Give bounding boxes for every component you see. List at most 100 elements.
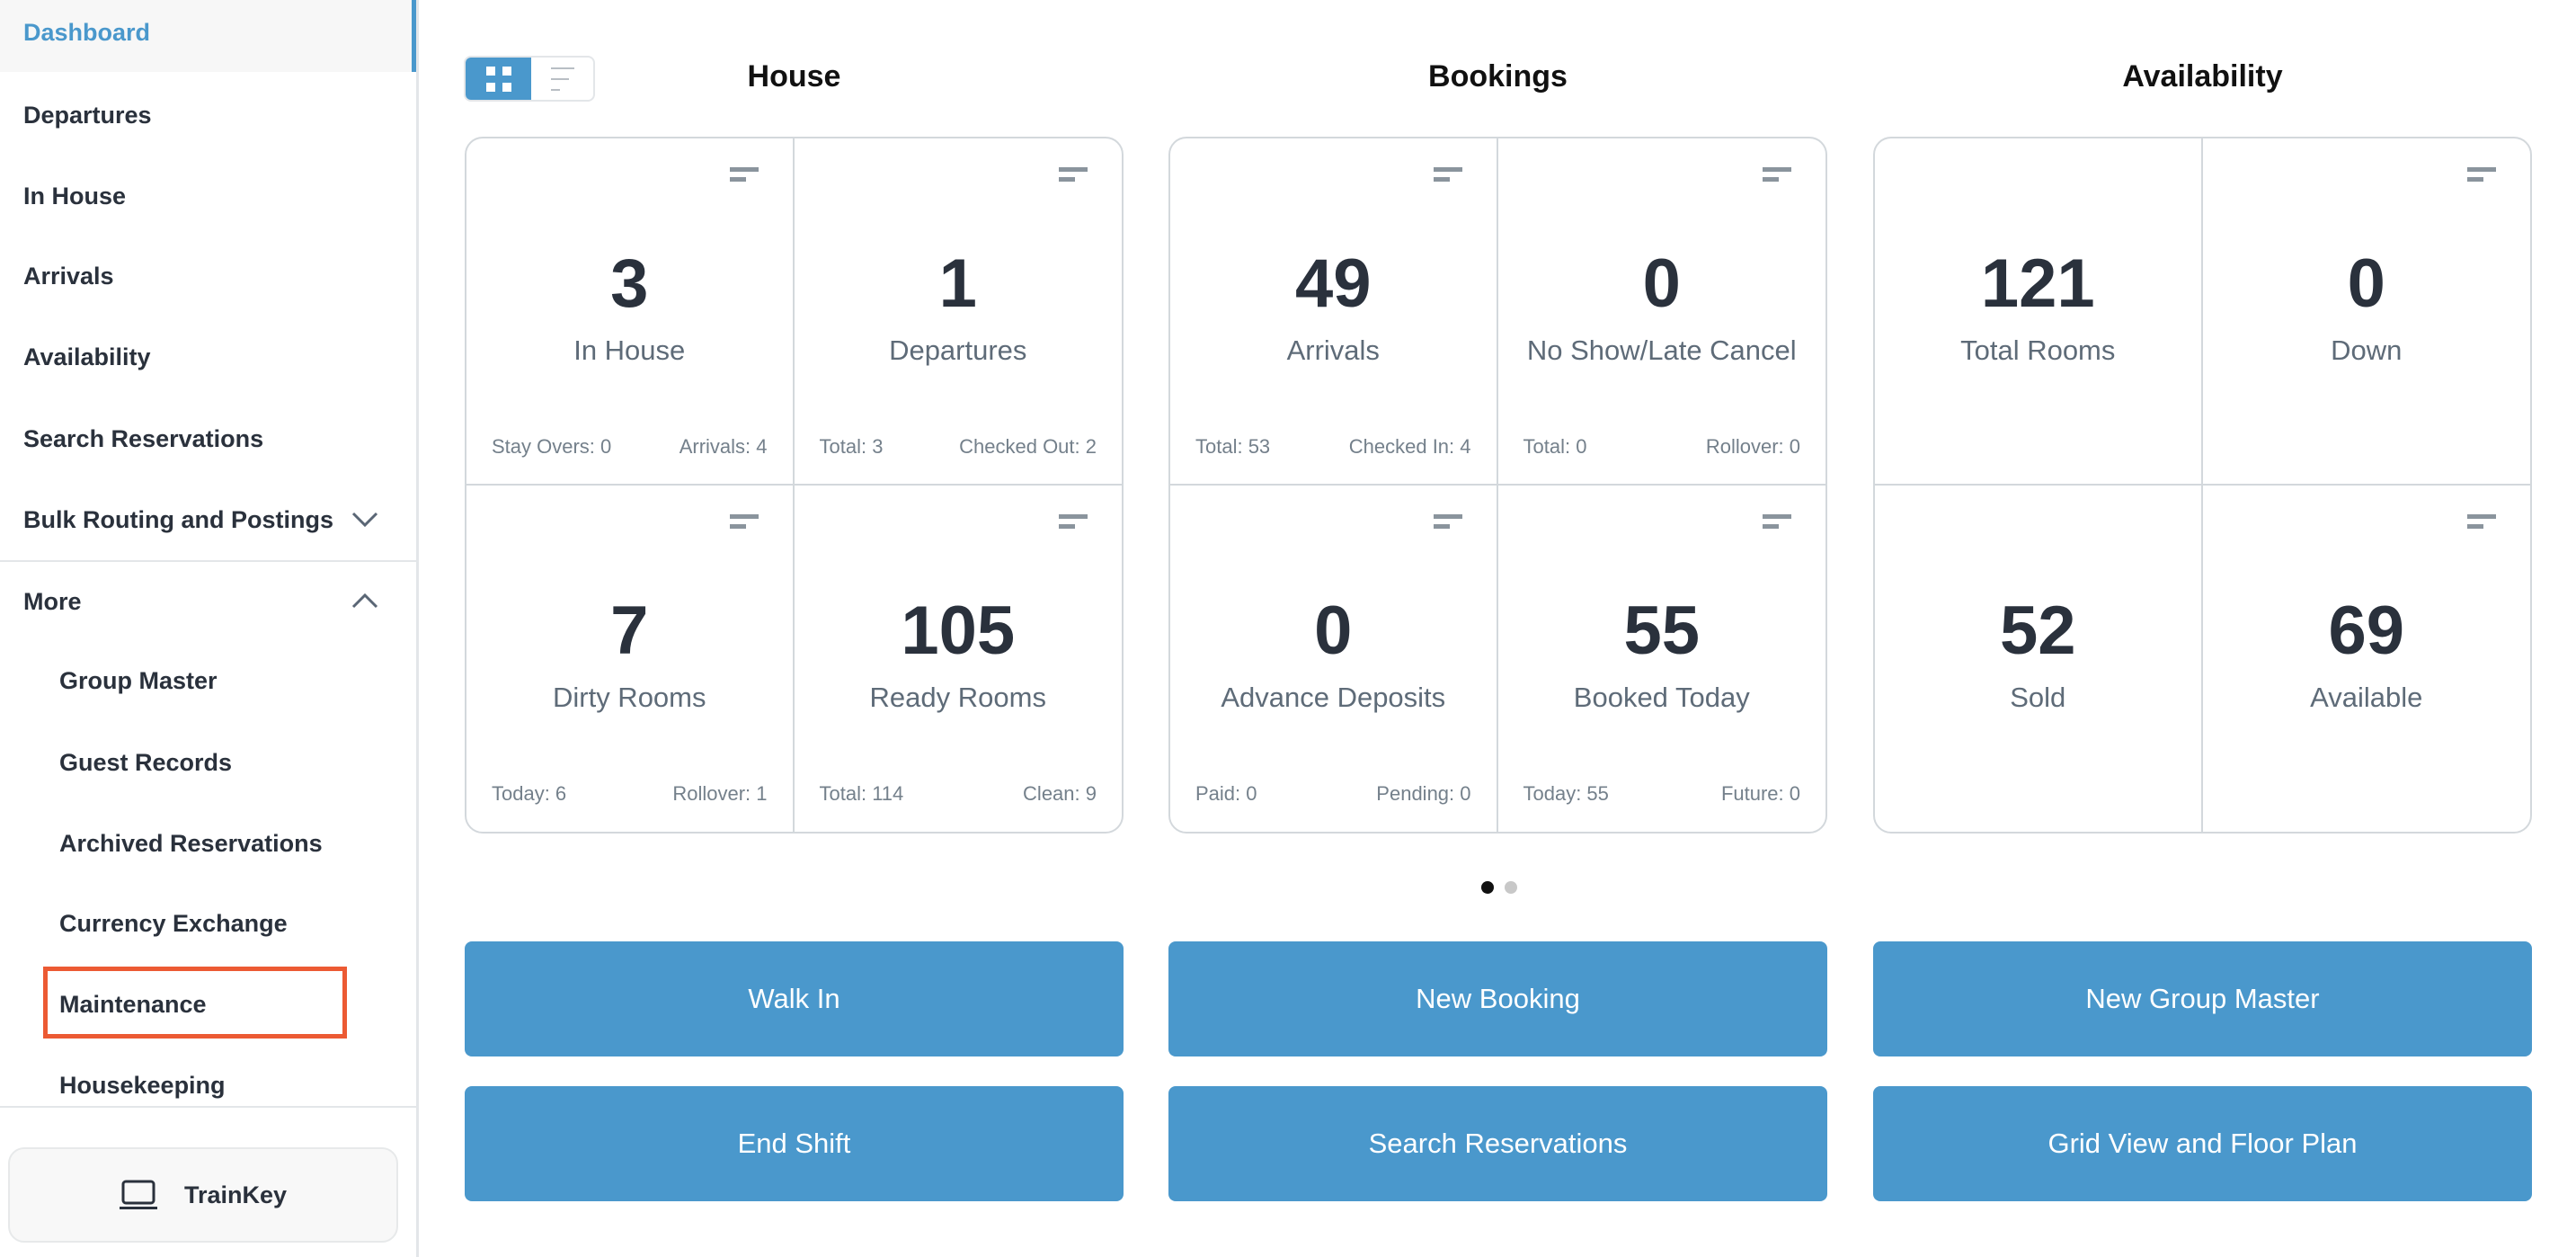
stat-detail-right: Clean: 9 [1023,781,1097,805]
stat-detail-right: Pending: 0 [1376,781,1471,805]
grid-view-button[interactable] [466,58,531,100]
menu-icon[interactable] [2467,513,2496,532]
sidebar-item-housekeeping[interactable]: Housekeeping [0,1045,416,1126]
stat-value: 121 [1980,245,2095,322]
stat-value: 0 [1642,245,1681,322]
stat-tile-dirty-rooms[interactable]: 7 Dirty Rooms Today: 6 Rollover: 1 [466,485,795,832]
stat-label: In House [573,334,686,366]
menu-icon[interactable] [1433,167,1462,185]
section-title: Availability [2122,59,2283,94]
stat-label: Departures [889,334,1027,366]
stat-detail-right: Rollover: 0 [1705,435,1800,458]
sidebar-item-label: Dashboard [23,19,151,46]
stat-detail-right: Checked Out: 2 [959,435,1097,458]
section-title: Bookings [1428,59,1568,94]
sidebar-item-label: Housekeeping [59,1072,226,1099]
sidebar-item-availability[interactable]: Availability [0,316,416,397]
house-card: 3 In House Stay Overs: 0 Arrivals: 4 1 Depa… [465,137,1124,834]
stat-detail-right: Rollover: 1 [672,781,768,805]
end-shift-button[interactable]: End Shift [465,1086,1124,1201]
sidebar-item-label: Bulk Routing and Postings [23,506,333,533]
menu-icon[interactable] [1433,513,1462,532]
stat-tile-departures[interactable]: 1 Departures Total: 3 Checked Out: 2 [794,138,1122,486]
stat-tile-sold[interactable]: 52 Sold [1875,485,2203,832]
stat-detail-left: Stay Overs: 0 [492,435,612,458]
stat-detail-left: Total: 3 [819,435,884,458]
stat-detail-left: Total: 53 [1195,435,1271,458]
stat-tile-no-show-late-cancel[interactable]: 0 No Show/Late Cancel Total: 0 Rollover: 0 [1497,138,1825,486]
menu-icon[interactable] [1059,167,1088,185]
stat-tile-booked-today[interactable]: 55 Booked Today Today: 55 Future: 0 [1498,486,1826,833]
new-booking-button[interactable]: New Booking [1168,941,1827,1056]
stat-value: 0 [2347,245,2385,322]
stat-value: 7 [610,592,649,669]
stat-tile-advance-deposits[interactable]: 0 Advance Deposits Paid: 0 Pending: 0 [1170,485,1498,832]
stat-tile-available[interactable]: 69 Available [2203,486,2531,833]
stat-detail-right: Checked In: 4 [1348,435,1471,458]
trainkey-button[interactable]: TrainKey [8,1147,398,1243]
menu-icon[interactable] [729,167,759,185]
view-toggle [464,56,595,102]
sidebar-item-label: Archived Reservations [59,830,323,857]
stat-label: Advance Deposits [1221,681,1446,713]
chevron-down-icon[interactable] [351,479,379,593]
search-reservations-button[interactable]: Search Reservations [1168,1086,1827,1201]
new-group-master-button[interactable]: New Group Master [1873,941,2532,1056]
stat-label: Sold [2010,681,2066,713]
sidebar-item-label: In House [23,183,127,210]
sidebar-item-label: More [23,588,82,615]
stat-detail-left: Total: 114 [819,781,904,805]
stat-value: 105 [901,592,1016,669]
sidebar-item-bulk-routing-and-postings[interactable]: Bulk Routing and Postings [0,479,416,560]
divider [0,560,416,562]
stat-value: 55 [1623,592,1701,669]
stat-tile-in-house[interactable]: 3 In House Stay Overs: 0 Arrivals: 4 [466,138,795,486]
sidebar-item-arrivals[interactable]: Arrivals [0,236,416,316]
availability-card: 121 Total Rooms 0 Down 52 Sold 69 Available [1873,137,2532,834]
menu-icon[interactable] [729,513,759,532]
stat-detail-left: Today: 55 [1523,781,1609,805]
stat-value: 0 [1314,592,1353,669]
sidebar-item-group-master[interactable]: Group Master [0,640,416,721]
menu-icon[interactable] [1059,513,1088,532]
sidebar-item-currency-exchange[interactable]: Currency Exchange [0,883,416,964]
grid-icon [485,66,511,92]
list-view-button[interactable] [531,58,593,100]
stat-tile-ready-rooms[interactable]: 105 Ready Rooms Total: 114 Clean: 9 [795,486,1123,833]
sidebar-item-label: Arrivals [23,263,114,290]
grid-view-and-floor-plan-button[interactable]: Grid View and Floor Plan [1873,1086,2532,1201]
menu-icon[interactable] [1763,513,1791,532]
stat-detail-left: Today: 6 [492,781,567,805]
sidebar-item-maintenance[interactable]: Maintenance [0,964,416,1045]
menu-icon[interactable] [2467,167,2496,185]
sidebar-item-archived-reservations[interactable]: Archived Reservations [0,803,416,884]
stat-label: Ready Rooms [869,681,1046,713]
stat-label: Down [2331,334,2403,366]
sidebar-item-label: Guest Records [59,749,233,776]
pagination-dots [1481,881,1517,894]
page-dot[interactable] [1481,881,1494,894]
page-dot[interactable] [1505,881,1517,894]
stat-value: 1 [938,245,977,322]
section-title: House [747,59,841,94]
stat-label: No Show/Late Cancel [1526,334,1797,366]
divider [0,1106,416,1108]
sidebar-item-label: Search Reservations [23,425,264,452]
sidebar-item-label: Maintenance [59,991,207,1018]
sidebar-item-departures[interactable]: Departures [0,75,416,156]
stat-tile-down[interactable]: 0 Down [2202,138,2530,486]
stat-value: 49 [1294,245,1372,322]
sidebar-item-guest-records[interactable]: Guest Records [0,722,416,803]
stat-label: Dirty Rooms [552,681,706,713]
stat-label: Available [2310,681,2423,713]
walk-in-button[interactable]: Walk In [465,941,1124,1056]
sidebar-item-in-house[interactable]: In House [0,156,416,236]
chevron-up-icon[interactable] [351,561,379,674]
sidebar-item-dashboard[interactable]: Dashboard [0,0,416,72]
sidebar-item-search-reservations[interactable]: Search Reservations [0,398,416,479]
menu-icon[interactable] [1763,167,1791,185]
stat-tile-arrivals[interactable]: 49 Arrivals Total: 53 Checked In: 4 [1170,138,1498,486]
sidebar-item-more[interactable]: More [0,561,416,642]
stat-tile-total-rooms[interactable]: 121 Total Rooms [1875,138,2203,486]
stat-value: 3 [610,245,649,322]
